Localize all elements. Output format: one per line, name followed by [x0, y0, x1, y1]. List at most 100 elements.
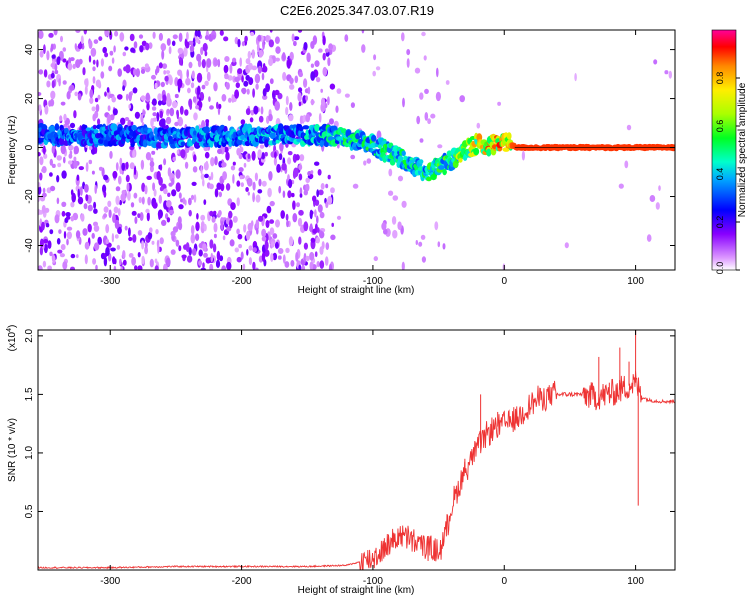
heatmap-noise-cell: [130, 202, 135, 208]
heatmap-noise-cell: [261, 152, 265, 160]
heatmap-noise-cell: [361, 44, 366, 53]
heatmap-noise-cell: [172, 100, 178, 109]
heatmap-noise-cell: [285, 213, 289, 221]
heatmap-noise-cell: [122, 259, 127, 266]
heatmap-noise-cell: [175, 239, 180, 247]
heatmap-noise-cell: [303, 252, 307, 263]
heatmap-noise-cell: [158, 176, 163, 186]
heatmap-noise-cell: [221, 94, 227, 102]
heatmap-noise-cell: [319, 211, 325, 219]
heatmap-noise-cell: [94, 97, 99, 103]
spectrogram-y-tick-label: -20: [24, 189, 35, 204]
heatmap-noise-cell: [236, 197, 240, 207]
heatmap-noise-cell: [298, 71, 304, 78]
heatmap-noise-cell: [161, 122, 166, 130]
heatmap-noise-cell: [58, 229, 62, 235]
heatmap-noise-cell: [56, 238, 61, 245]
heatmap-noise-cell: [335, 105, 339, 113]
heatmap-noise-cell: [324, 256, 329, 266]
heatmap-noise-cell: [237, 68, 243, 75]
spectrogram-x-tick-label: -100: [363, 276, 383, 287]
heatmap-noise-cell: [85, 162, 89, 172]
heatmap-noise-cell: [117, 208, 121, 217]
heatmap-noise-cell: [163, 158, 167, 166]
heatmap-noise-cell: [286, 58, 291, 69]
snr-frame: [37, 329, 676, 571]
heatmap-noise-cell: [254, 267, 259, 270]
heatmap-noise-cell: [51, 163, 56, 168]
heatmap-noise-cell: [274, 151, 277, 159]
heatmap-noise-cell: [132, 87, 138, 94]
heatmap-noise-cell: [159, 186, 164, 192]
heatmap-noise-cell: [276, 163, 281, 173]
heatmap-noise-cell: [381, 222, 387, 231]
heatmap-noise-cell: [245, 108, 251, 116]
heatmap-noise-cell: [93, 208, 98, 214]
heatmap-noise-cell: [350, 102, 355, 108]
heatmap-noise-cell: [268, 57, 274, 67]
heatmap-noise-cell: [303, 42, 308, 51]
heatmap-noise-cell: [84, 78, 89, 86]
heatmap-noise-cell: [50, 90, 56, 100]
heatmap-noise-cell: [113, 45, 116, 53]
heatmap-noise-cell: [282, 71, 287, 81]
snr-y-label: SNR (10 * v/v): [7, 418, 18, 482]
heatmap-noise-cell: [76, 174, 80, 181]
heatmap-noise-cell: [145, 42, 150, 51]
heatmap-noise-cell: [178, 204, 184, 210]
heatmap-noise-cell: [214, 188, 219, 198]
heatmap-noise-cell: [272, 252, 278, 261]
heatmap-noise-cell: [210, 157, 215, 167]
heatmap-noise-cell: [154, 265, 159, 270]
heatmap-noise-cell: [303, 78, 308, 88]
heatmap-noise-cell: [240, 182, 244, 188]
heatmap-noise-cell: [78, 166, 85, 171]
heatmap-noise-cell: [668, 70, 672, 79]
heatmap-noise-cell: [391, 216, 397, 225]
heatmap-noise-cell: [118, 175, 122, 185]
heatmap-noise-cell: [305, 183, 310, 192]
heatmap-noise-cell: [128, 236, 133, 242]
heatmap-noise-cell: [649, 195, 656, 202]
heatmap-noise-cell: [38, 152, 41, 157]
heatmap-ridge-cell: [110, 123, 118, 131]
heatmap-noise-cell: [62, 58, 67, 63]
heatmap-noise-cell: [206, 58, 212, 68]
heatmap-noise-cell: [310, 170, 314, 175]
heatmap-noise-cell: [243, 162, 247, 168]
heatmap-noise-cell: [216, 182, 222, 190]
heatmap-noise-cell: [158, 194, 162, 204]
heatmap-noise-cell: [423, 55, 427, 61]
heatmap-noise-cell: [220, 220, 224, 231]
heatmap-noise-cell: [138, 34, 144, 39]
heatmap-noise-cell: [427, 118, 431, 125]
heatmap-noise-cell: [189, 103, 192, 110]
heatmap-noise-cell: [282, 254, 286, 264]
heatmap-noise-cell: [54, 63, 58, 72]
heatmap-noise-cell: [298, 164, 303, 171]
snr-x-tick-label: 0: [501, 576, 507, 587]
heatmap-noise-cell: [293, 36, 300, 41]
heatmap-noise-cell: [215, 259, 221, 268]
heatmap-noise-cell: [85, 194, 89, 202]
heatmap-noise-cell: [162, 94, 167, 103]
heatmap-noise-cell: [134, 111, 140, 119]
spectrogram-y-label: Frequency (Hz): [7, 116, 18, 185]
heatmap-noise-cell: [310, 63, 314, 68]
heatmap-noise-cell: [373, 256, 378, 262]
heatmap-ridge-cell: [142, 139, 148, 148]
heatmap-noise-cell: [305, 255, 310, 261]
heatmap-noise-cell: [247, 177, 253, 187]
heatmap-noise-cell: [275, 219, 280, 228]
heatmap-noise-cell: [177, 47, 184, 55]
heatmap-noise-cell: [275, 57, 280, 62]
heatmap-noise-cell: [314, 209, 317, 218]
heatmap-noise-cell: [165, 257, 171, 267]
heatmap-noise-cell: [189, 45, 195, 53]
heatmap-noise-cell: [219, 30, 224, 36]
heatmap-noise-cell: [293, 40, 297, 47]
heatmap-noise-cell: [442, 243, 446, 250]
heatmap-noise-cell: [269, 30, 273, 33]
heatmap-noise-cell: [144, 63, 149, 68]
heatmap-noise-cell: [521, 150, 526, 161]
